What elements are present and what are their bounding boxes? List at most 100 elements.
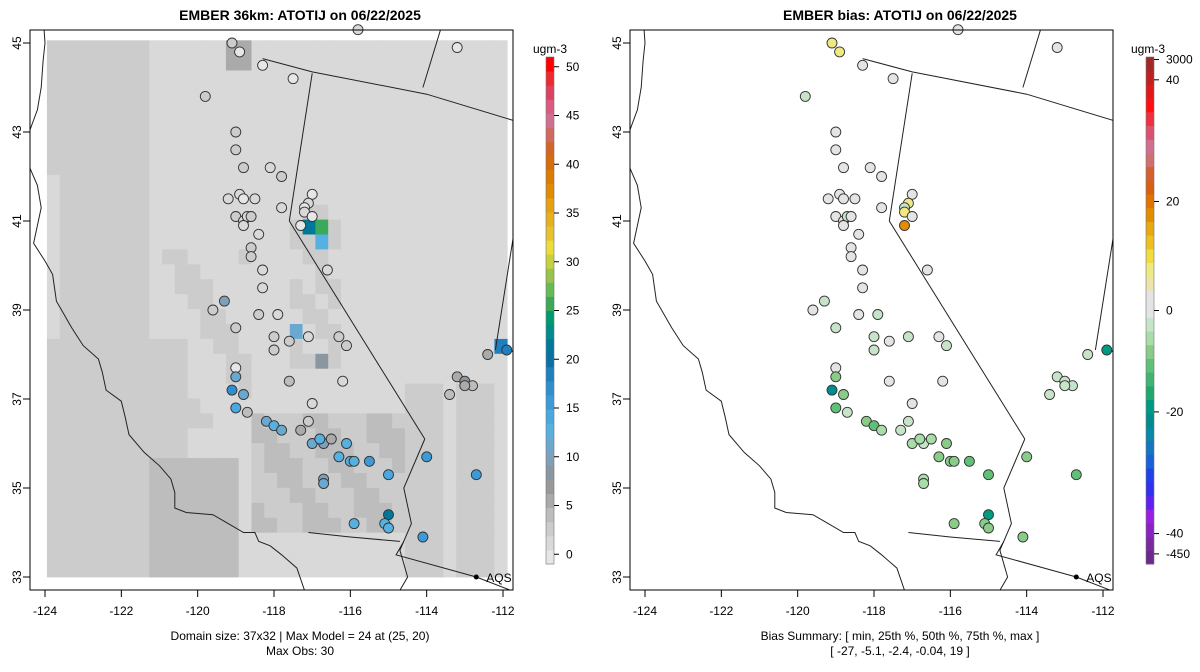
model-panel: EMBER 36km: ATOTIJ on 06/22/2025 -124 -12… [10,7,580,658]
model-grid-cell [187,457,201,473]
bias-colorbar-swatch [1146,413,1154,428]
model-grid-cell [238,129,252,146]
model-grid-cell [430,249,444,265]
model-grid-cell [341,383,355,399]
model-grid-cell [392,40,406,56]
bias-station-point [838,220,849,231]
model-grid-cell [85,398,99,414]
model-grid-cell [443,338,457,354]
model-grid-cell [85,174,99,190]
model-grid-cell [187,562,201,578]
model-grid-cell [468,204,482,220]
model-grid-cell [59,472,73,488]
model-grid-cell [136,40,150,56]
bias-colorbar-swatch [1146,536,1154,551]
model-grid-cell [110,472,124,488]
model-grid-cell [162,293,176,310]
model-grid-cell [174,85,188,101]
model-grid-cell [315,457,329,473]
bias-station-point [838,162,849,174]
model-grid-cell [328,338,342,354]
model-grid-cell [98,442,112,459]
model-grid-cell [456,532,470,548]
model-grid-cell [328,413,342,429]
model-grid-cell [136,70,150,86]
model-grid-cell [430,427,444,444]
model-grid-cell [366,383,380,399]
model-grid-cell [213,398,227,414]
model-grid-cell [123,85,137,101]
bias-station-point [876,171,888,182]
model-grid-cell [302,308,316,324]
model-grid-cell [85,234,99,250]
bias-colorbar-swatch [1146,495,1154,510]
model-grid-cell [264,353,278,369]
model-grid-cell [98,338,112,354]
model-grid-cell [264,532,278,548]
model-grid-cell [200,487,214,503]
bias-colorbar-tick-label: 0 [1166,304,1173,318]
model-station-point [226,37,238,49]
model-grid-cell [187,114,201,131]
model-grid-cell [136,547,150,563]
bias-station-point [868,344,880,356]
bias-colorbar-swatch [1146,166,1154,181]
model-grid-cell [341,263,355,280]
model-grid-cell [328,547,342,563]
model-grid-cell [225,234,240,250]
model-grid-cell [341,219,355,235]
model-grid-cell [98,159,112,175]
model-grid-cell [110,457,124,473]
bias-station-point [1044,389,1056,400]
model-grid-cell [456,487,470,503]
model-grid-cell [98,323,112,339]
model-grid-cell [149,249,163,265]
model-grid-cell [468,368,482,384]
model-grid-cell [494,487,508,503]
model-grid-cell [98,174,112,190]
model-grid-cell [136,144,150,160]
model-grid-cell [162,562,176,578]
model-grid-cell [174,129,188,146]
model-grid-cell [481,234,495,250]
model-grid-cell [213,204,227,220]
model-grid-cell [136,338,150,354]
model-grid-cell [468,114,482,131]
model-grid-cell [187,219,201,235]
model-grid-cell [366,144,380,160]
model-grid-cell [123,517,137,533]
model-grid-cell [481,263,495,280]
model-grid-cell [162,144,176,160]
model-grid-cell [315,70,329,86]
model-state-border [288,73,313,222]
model-colorbar-tick-label: 25 [566,304,580,318]
model-grid-cell [468,40,482,56]
model-grid-cell [366,263,380,280]
model-grid-cell [46,353,61,369]
model-grid-cell [225,517,240,533]
model-grid-cell [404,189,419,205]
model-grid-cell [85,472,99,488]
model-grid-cell [302,293,316,310]
model-colorbar-swatch [546,423,554,438]
model-grid-cell [353,413,367,429]
model-grid-cell [46,383,61,399]
model-x-tick-label: -118 [262,604,285,618]
model-grid-cell [200,562,214,578]
model-grid-cell [494,427,508,444]
model-grid-cell [110,547,124,563]
model-grid-cell [85,100,99,116]
model-grid-cell [200,547,214,563]
model-grid-cell [123,562,137,578]
bias-station-point [963,455,975,467]
model-grid-cell [468,249,482,265]
model-grid-cell [289,502,303,518]
model-state-border [308,532,400,542]
model-grid-cell [46,472,61,488]
model-grid-cell [251,383,265,399]
model-grid-cell [430,293,444,310]
model-grid-cell [123,144,137,160]
model-grid-cell [443,100,457,116]
model-grid-cell [72,308,86,324]
model-grid-cell [187,174,201,190]
